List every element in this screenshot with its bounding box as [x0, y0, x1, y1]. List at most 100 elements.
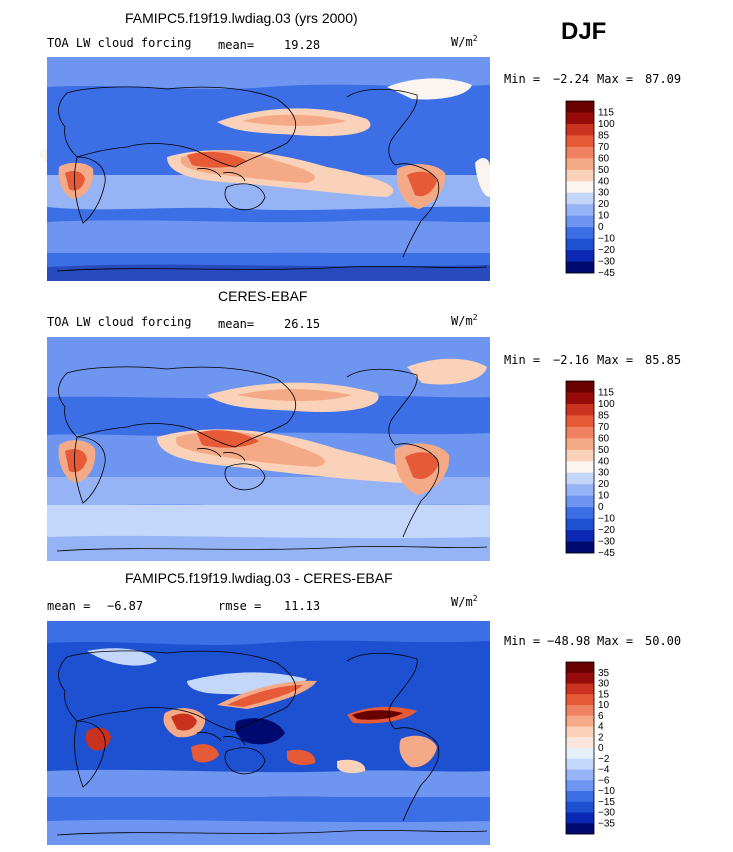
colorbar-tick-label: −45 — [598, 548, 615, 559]
colorbar-tick-label: −20 — [598, 245, 615, 256]
units-exp: 2 — [472, 594, 478, 603]
min-label: Min = — [504, 72, 541, 86]
colorbar-tick-label: 60 — [598, 433, 610, 444]
colorbar-swatch — [566, 135, 594, 148]
colorbar-swatch — [566, 484, 594, 496]
units-exp: 2 — [472, 34, 478, 43]
colorbar-tick-label: 85 — [598, 410, 610, 421]
colorbar-tick-label: −15 — [598, 797, 615, 808]
colorbar-tick-label: −10 — [598, 786, 615, 797]
map-panel — [47, 337, 490, 561]
rmse-value: 11.13 — [284, 599, 321, 613]
colorbar-swatch — [566, 780, 594, 792]
max-value: 85.85 — [645, 353, 682, 367]
colorbar-swatch — [566, 461, 594, 474]
colorbar-frame — [565, 661, 595, 835]
colorbar-tick-label: 50 — [598, 165, 610, 176]
colorbar-tick-label: 6 — [598, 711, 604, 722]
mean-label: mean= — [218, 38, 255, 52]
mean-label: mean = — [47, 599, 91, 613]
colorbar-swatch — [566, 472, 594, 485]
mean-label: mean= — [218, 317, 255, 331]
colorbar-tick-label: 100 — [598, 119, 615, 130]
colorbar-tick-label: 70 — [598, 422, 610, 433]
colorbar-tick-label: 40 — [598, 176, 610, 187]
colorbar-tick-label: 10 — [598, 211, 610, 222]
min-value: −48.98 — [547, 634, 591, 648]
colorbar-tick-label: 30 — [598, 188, 610, 199]
colorbar-swatch — [566, 518, 594, 531]
colorbar-swatch — [566, 737, 594, 749]
units-base: W/m — [451, 595, 473, 609]
colorbar-tick-label: 85 — [598, 130, 610, 141]
mean-value: 26.15 — [284, 317, 321, 331]
min-value: −2.24 — [553, 72, 590, 86]
units-label: W/m2 — [451, 34, 478, 49]
colorbar-swatch — [566, 812, 594, 824]
colorbar-tick-label: −35 — [598, 818, 615, 829]
colorbar-swatch — [566, 403, 594, 416]
colorbar-tick-label: −6 — [598, 775, 610, 786]
colorbar-tick-label: −10 — [598, 234, 615, 245]
colorbar-swatch — [566, 250, 594, 262]
colorbar-tick-label: 0 — [598, 743, 604, 754]
colorbar-tick-label: 0 — [598, 502, 604, 513]
colorbar-swatch — [566, 769, 594, 781]
colorbar-swatch — [566, 758, 594, 770]
colorbar-swatch — [566, 112, 594, 125]
colorbar-swatch — [566, 238, 594, 251]
colorbar-swatch — [566, 694, 594, 706]
units-label: W/m2 — [451, 313, 478, 328]
colorbar-swatch — [566, 204, 594, 216]
colorbar-swatch — [566, 801, 594, 813]
min-value: −2.16 — [553, 353, 590, 367]
colorbar-frame — [565, 100, 595, 274]
field-label: TOA LW cloud forcing — [47, 315, 192, 329]
colorbar-swatch — [566, 748, 594, 760]
colorbar-tick-label: 40 — [598, 456, 610, 467]
max-label: Max = — [597, 353, 634, 367]
units-exp: 2 — [472, 313, 478, 322]
colorbar-swatch — [566, 495, 594, 508]
units-base: W/m — [451, 35, 473, 49]
colorbar-tick-label: −30 — [598, 808, 615, 819]
colorbar-swatch — [566, 662, 594, 674]
colorbar-tick-label: 30 — [598, 468, 610, 479]
colorbar-swatch — [566, 726, 594, 738]
colorbar-swatch — [566, 123, 594, 136]
panel-title: FAMIPC5.f19f19.lwdiag.03 - CERES-EBAF — [125, 570, 393, 586]
max-value: 87.09 — [645, 72, 682, 86]
colorbar-swatch — [566, 791, 594, 803]
colorbar-swatch — [566, 146, 594, 159]
season-label: DJF — [561, 18, 607, 45]
panel-title: CERES-EBAF — [218, 288, 308, 304]
colorbar-tick-label: −20 — [598, 525, 615, 536]
colorbar-swatch — [566, 449, 594, 462]
colorbar-tick-label: 115 — [598, 387, 614, 398]
colorbar-tick-label: 100 — [598, 399, 615, 410]
colorbar-swatch — [566, 426, 594, 439]
colorbar-tick-label: 10 — [598, 700, 610, 711]
colorbar-swatch — [566, 672, 594, 684]
colorbar-swatch — [566, 261, 594, 274]
colorbar-tick-label: −10 — [598, 514, 615, 525]
mean-value: −6.87 — [107, 599, 144, 613]
colorbar-tick-label: −2 — [598, 754, 610, 765]
colorbar-swatch — [566, 715, 594, 727]
colorbar-swatch — [566, 438, 594, 451]
colorbar-swatch — [566, 705, 594, 717]
colorbar-tick-label: −30 — [598, 537, 615, 548]
colorbar-swatch — [566, 227, 594, 239]
colorbar-tick-label: 15 — [598, 689, 610, 700]
colorbar-tick-label: 35 — [598, 668, 610, 679]
min-label: Min = — [504, 353, 541, 367]
colorbar-swatch — [566, 158, 594, 171]
colorbar-swatch — [566, 392, 594, 405]
mean-value: 19.28 — [284, 38, 321, 52]
map-panel — [47, 621, 490, 845]
colorbar-swatch — [566, 530, 594, 542]
units-base: W/m — [451, 314, 473, 328]
colorbar-tick-label: 30 — [598, 679, 610, 690]
